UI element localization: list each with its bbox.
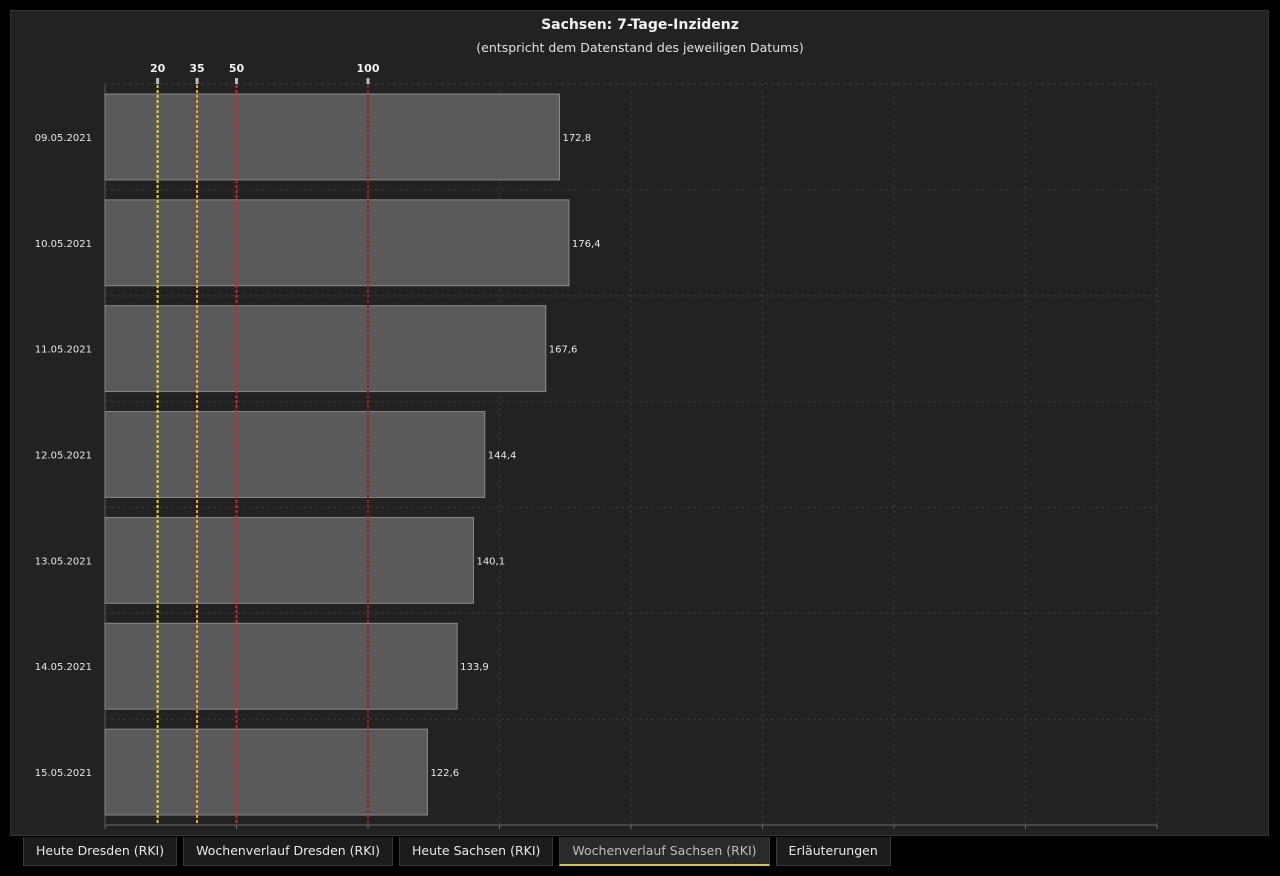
category-label: 11.05.2021 — [35, 345, 92, 356]
bar[interactable] — [104, 728, 428, 816]
bar-value-label: 140,1 — [476, 556, 505, 567]
category-label: 09.05.2021 — [35, 133, 92, 144]
bar-value-label: 133,9 — [460, 662, 489, 673]
category-label: 13.05.2021 — [35, 556, 92, 567]
bar-value-label: 144,4 — [488, 451, 517, 462]
chart-subtitle: (entspricht dem Datenstand des jeweilige… — [476, 40, 804, 55]
bar-value-label: 176,4 — [572, 239, 601, 250]
tab-wochenverlauf-sachsen[interactable]: Wochenverlauf Sachsen (RKI) — [559, 837, 770, 866]
threshold-label: 100 — [357, 62, 380, 75]
category-label: 15.05.2021 — [35, 768, 92, 779]
threshold-tick — [195, 78, 199, 84]
threshold-tick — [366, 78, 370, 84]
category-label: 14.05.2021 — [35, 662, 92, 673]
category-label: 10.05.2021 — [35, 239, 92, 250]
threshold-tick — [156, 78, 160, 84]
bar[interactable] — [104, 516, 474, 604]
tab-wochenverlauf-dresden[interactable]: Wochenverlauf Dresden (RKI) — [183, 837, 393, 866]
tab-heute-sachsen[interactable]: Heute Sachsen (RKI) — [399, 837, 554, 866]
bar[interactable] — [104, 305, 547, 393]
threshold-label: 50 — [229, 62, 245, 75]
tab-bar: Heute Dresden (RKI) Wochenverlauf Dresde… — [23, 837, 891, 867]
threshold-label: 35 — [189, 62, 204, 75]
chart-title: Sachsen: 7-Tage-Inzidenz — [541, 17, 739, 33]
bar[interactable] — [104, 622, 458, 710]
tab-erlaeuterungen[interactable]: Erläuterungen — [775, 837, 891, 866]
bar-value-label: 172,8 — [562, 133, 591, 144]
bar-value-label: 122,6 — [430, 768, 459, 779]
tab-heute-dresden[interactable]: Heute Dresden (RKI) — [23, 837, 178, 866]
bar[interactable] — [104, 93, 560, 181]
bar[interactable] — [104, 199, 570, 287]
bar[interactable] — [104, 411, 486, 498]
threshold-label: 20 — [150, 62, 166, 75]
threshold-tick — [235, 78, 238, 84]
category-label: 12.05.2021 — [35, 451, 92, 462]
bar-value-label: 167,6 — [549, 345, 578, 356]
